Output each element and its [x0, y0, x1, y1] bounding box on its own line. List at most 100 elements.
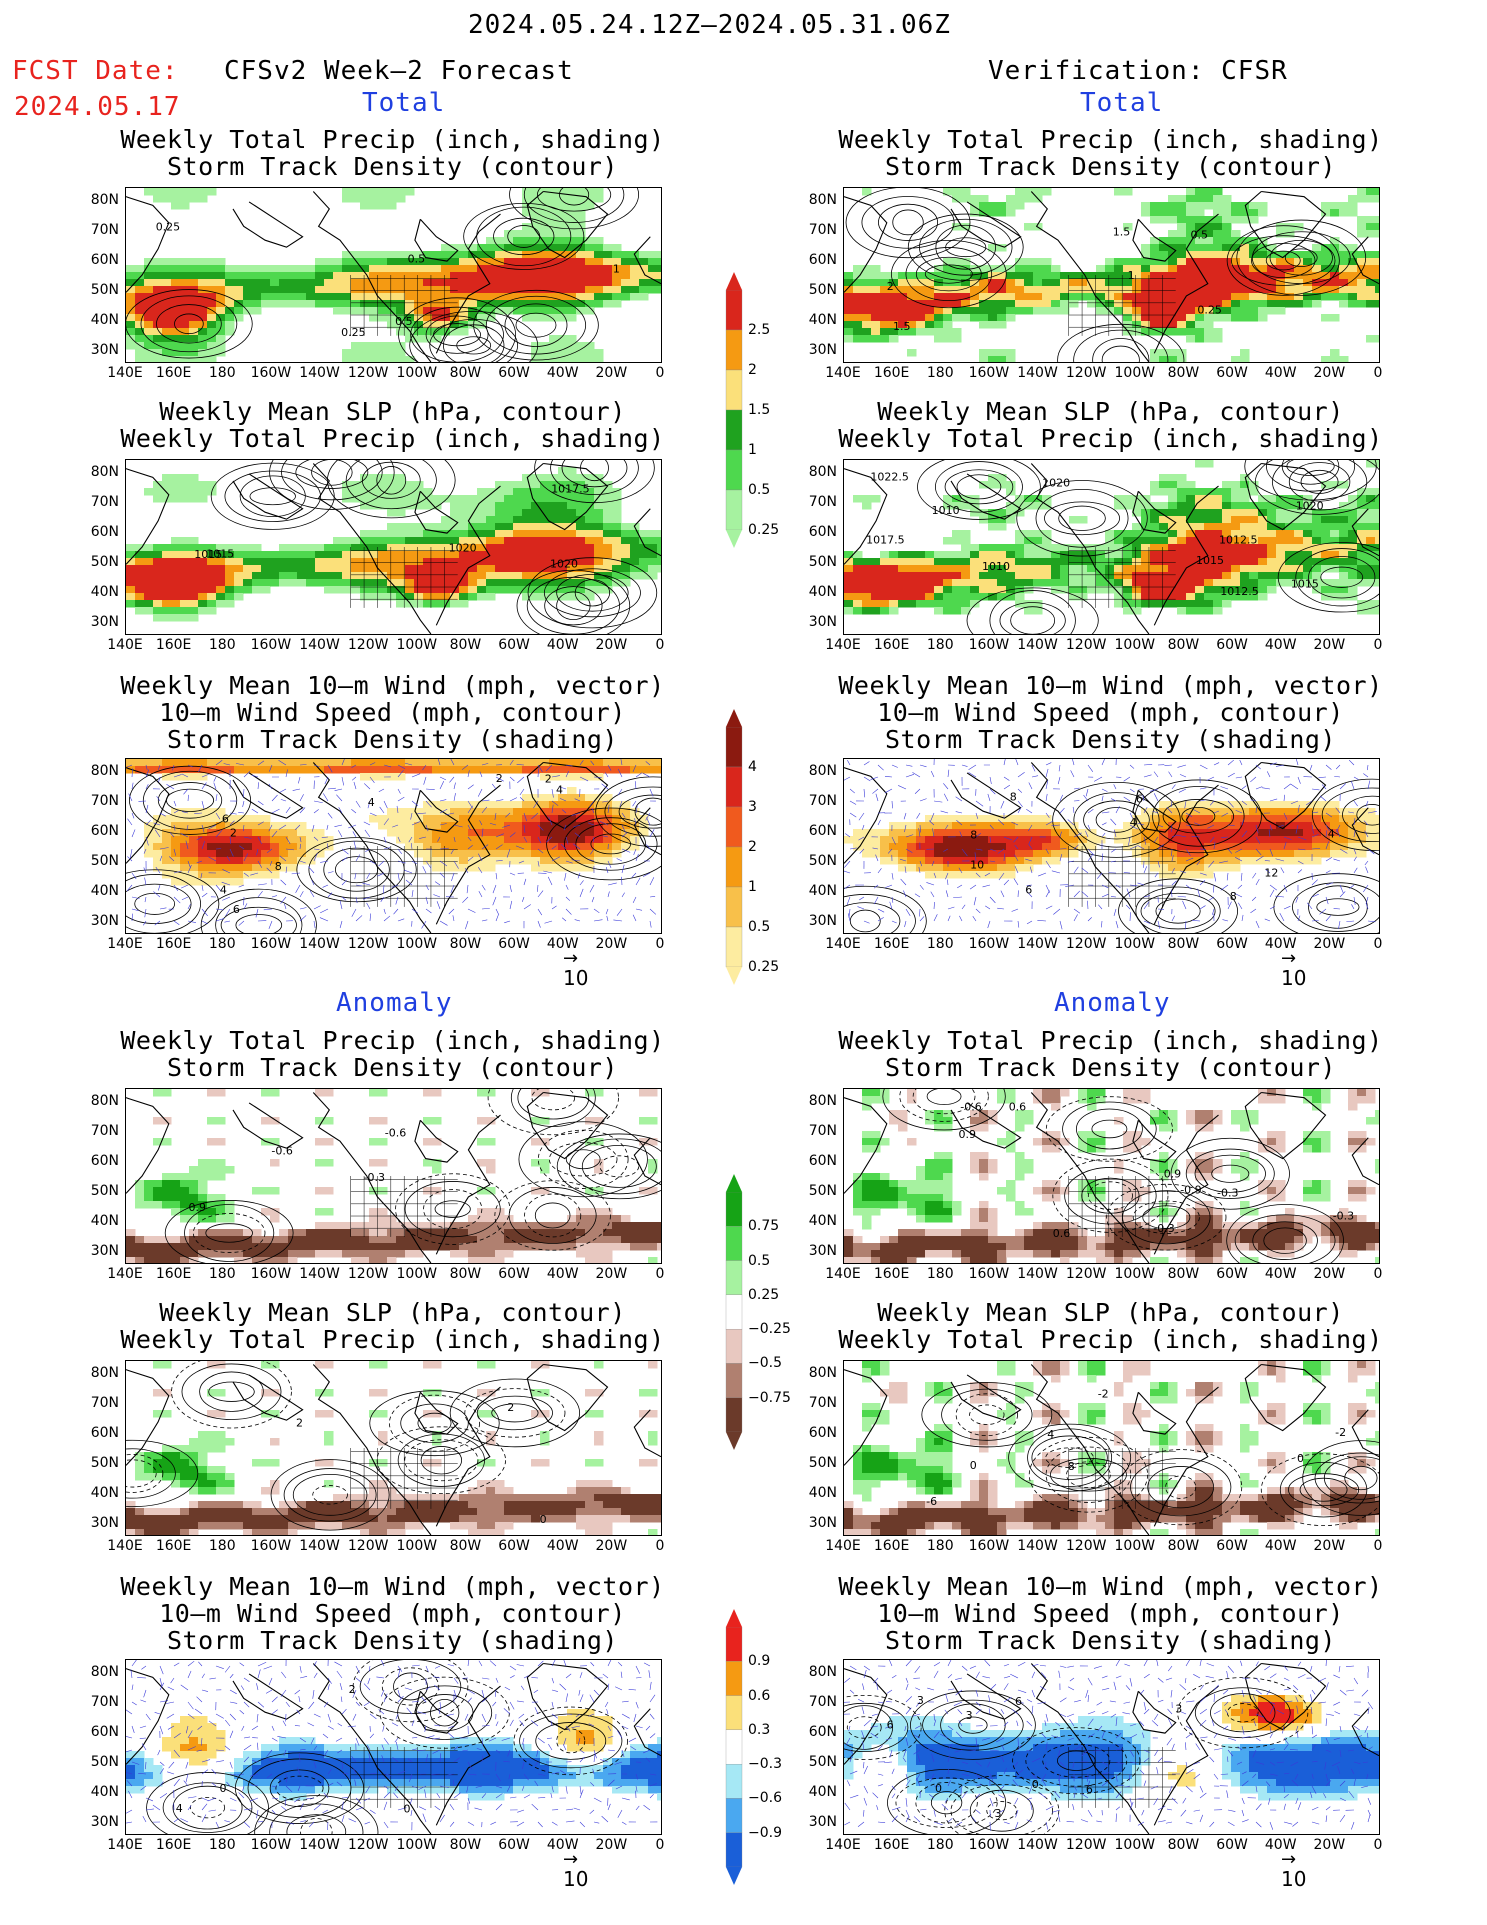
lat-label: 80N	[90, 192, 119, 208]
lat-label: 50N	[808, 853, 837, 869]
lat-label: 60N	[90, 1153, 119, 1169]
vector-ref-arrow: →	[1281, 1849, 1297, 1870]
contour-label: 0	[1297, 1452, 1304, 1465]
lon-label: 100W	[1114, 365, 1156, 381]
contour-label: 0.9	[189, 1201, 207, 1214]
lat-label: 30N	[808, 913, 837, 929]
verif-slp-precip-plot: 1012.5 1022.5 1017.5 1010 1015 1020 1012.5 1020…	[844, 460, 1379, 634]
colorbar-label: 3	[748, 799, 757, 815]
lon-label: 80W	[1167, 637, 1200, 653]
lon-label: 20W	[595, 1538, 628, 1554]
lat-label: 30N	[90, 1814, 119, 1830]
lat-label: 50N	[90, 853, 119, 869]
lon-label: 80W	[449, 936, 482, 952]
lat-label: 80N	[90, 763, 119, 779]
contour-label: 0	[935, 1782, 942, 1795]
verif-wind-storm-plot: 4 6 8 10 12 8 6 4 8	[844, 759, 1379, 933]
fcst-wind-anom-vector-ref: → 10	[563, 1851, 589, 1892]
contour-label: 0.6	[1009, 1101, 1026, 1114]
contour-label: 1010	[932, 504, 960, 517]
contour-label: 2	[507, 1401, 514, 1414]
lon-label: 160E	[873, 1538, 910, 1554]
contour-label: 2	[887, 280, 894, 293]
lon-label: 80W	[449, 1538, 482, 1554]
lon-label: 140E	[107, 637, 143, 653]
lon-label: 160E	[155, 1266, 192, 1282]
lon-label: 160W	[968, 365, 1010, 381]
fcst-wind-storm-title: Weekly Mean 10—m Wind (mph, vector) 10—m …	[115, 672, 670, 753]
lon-label: 100W	[1114, 936, 1156, 952]
contour-label: 6	[1015, 1695, 1022, 1708]
lon-label: 40W	[546, 1266, 579, 1282]
verif-wind-anom-title-line: 10—m Wind Speed (mph, contour)	[877, 1599, 1344, 1628]
lon-label: 140E	[107, 1538, 143, 1554]
contour-label: 1017.5	[551, 483, 590, 496]
contour-label: 1020	[1042, 477, 1070, 490]
contour-label: 8	[1230, 890, 1237, 903]
colorbar-label: −0.9	[748, 1824, 782, 1841]
lon-label: 140W	[1017, 637, 1058, 653]
contour-label: 3	[1175, 1702, 1182, 1715]
lon-label: 80W	[449, 637, 482, 653]
contour-label: 6	[1136, 793, 1143, 806]
fcst-date-label: FCST Date:	[12, 56, 179, 86]
lon-label: 40W	[1264, 1837, 1297, 1853]
lon-label: 40W	[546, 1538, 579, 1554]
lon-label: 80W	[1167, 1538, 1200, 1554]
contour-label: 0	[220, 1782, 227, 1795]
lat-label: 80N	[808, 1093, 837, 1109]
contour-label: -6	[926, 1495, 937, 1508]
lon-label: 180	[208, 1837, 236, 1853]
lat-label: 70N	[808, 222, 837, 238]
contour-label: 3	[995, 1807, 1002, 1820]
lon-label: 160W	[250, 1266, 292, 1282]
lat-label: 40N	[808, 584, 837, 600]
lon-label: 80W	[1167, 1266, 1200, 1282]
lon-label: 140W	[1017, 936, 1058, 952]
colorbar-storm_total-graphic	[725, 709, 743, 985]
contour-label: 1020	[550, 557, 578, 570]
lon-label: 80W	[1167, 936, 1200, 952]
lat-label: 60N	[90, 252, 119, 268]
section-total-left: Total	[362, 88, 446, 118]
lon-label: 40W	[546, 637, 579, 653]
lon-label: 160W	[250, 637, 292, 653]
lat-label: 30N	[90, 614, 119, 630]
vector-ref-value: 10	[563, 1867, 589, 1891]
lon-label: 20W	[595, 637, 628, 653]
contour-label: -0.3	[364, 1171, 385, 1184]
colorbar-label: 0.5	[748, 919, 771, 935]
fcst-wind-storm-vector-ref: → 10	[563, 950, 588, 991]
fcst-slp-anom-plot: 2 0 2	[126, 1361, 661, 1535]
lon-label: 20W	[1313, 365, 1346, 381]
lon-label: 120W	[1065, 1837, 1107, 1853]
fcst-slp-precip-title-line: Weekly Mean SLP (hPa, contour)	[159, 397, 626, 426]
lon-label: 60W	[1216, 365, 1248, 381]
contour-label: 1010	[982, 560, 1010, 573]
contour-label: 8	[970, 829, 977, 842]
colorbar-label: 1.5	[748, 402, 771, 418]
fcst-precip-anom-plot: 0.9 -0.6 -0.3 -0.6	[126, 1089, 661, 1263]
contour-label: 10	[970, 859, 984, 872]
lat-label: 40N	[90, 1485, 119, 1501]
lat-label: 60N	[808, 1724, 837, 1740]
lat-label: 30N	[90, 913, 119, 929]
lat-label: 30N	[808, 1243, 837, 1259]
contour-label: 1015	[1196, 554, 1224, 567]
lon-label: 100W	[396, 1266, 438, 1282]
lon-label: 140E	[107, 365, 143, 381]
lon-label: 40W	[1264, 1538, 1297, 1554]
lon-label: 120W	[1065, 637, 1107, 653]
lon-label: 120W	[1065, 365, 1107, 381]
verif-slp-anom-plot: 8 -2 0 4 -6 -2 0	[844, 1361, 1379, 1535]
lon-label: 100W	[1114, 637, 1156, 653]
lon-label: 40W	[1264, 936, 1297, 952]
contour-label: -2	[1335, 1426, 1346, 1439]
lon-label: 160E	[155, 1538, 192, 1554]
contour-label: 0	[404, 1803, 411, 1816]
verif-wind-anom-title: Weekly Mean 10—m Wind (mph, vector) 10—m …	[833, 1573, 1388, 1654]
verif-slp-precip-title-line: Weekly Mean SLP (hPa, contour)	[877, 397, 1344, 426]
contour-label: 0.9	[1164, 1168, 1182, 1181]
lon-label: 100W	[396, 936, 438, 952]
contour-label: 6	[887, 1718, 894, 1731]
